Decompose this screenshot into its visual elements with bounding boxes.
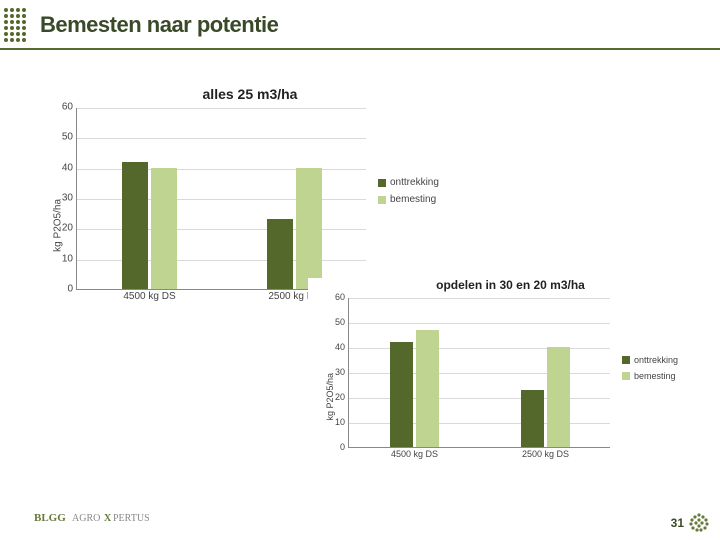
chart-alles: alles 25 m3/ha 01020304050604500 kg DS25… [30,86,470,308]
gridline [77,260,366,261]
bar-bemesting [296,168,322,289]
gridline [77,199,366,200]
svg-text:PERTUS: PERTUS [113,513,150,524]
svg-text:BLGG: BLGG [34,512,66,524]
gridline [77,169,366,170]
chart-alles-plot: 01020304050604500 kg DS2500 kg DS [76,108,366,290]
gridline [77,229,366,230]
ytick-label: 0 [340,442,349,452]
legend-label: onttrekking [634,355,678,365]
legend-item: onttrekking [622,355,678,365]
chart-opdelen-title: opdelen in 30 en 20 m3/ha [308,278,713,292]
ytick-label: 10 [62,253,77,264]
ytick-label: 60 [62,102,77,113]
chart-opdelen: opdelen in 30 en 20 m3/ha 01020304050604… [308,278,713,468]
gridline [77,108,366,109]
legend-swatch [378,196,386,204]
legend-item: onttrekking [378,177,439,188]
svg-text:X: X [104,513,112,524]
legend-label: bemesting [634,371,676,381]
chart-opdelen-plot: 01020304050604500 kg DS2500 kg DS [348,298,610,448]
xtick-label: 2500 kg DS [522,447,569,459]
chart-alles-ylabel: kg P2O5/ha [53,199,64,252]
bar-onttrekking [390,342,414,447]
legend-item: bemesting [622,371,678,381]
gridline [349,298,610,299]
ytick-label: 30 [62,193,77,204]
xtick-label: 4500 kg DS [123,289,175,302]
legend-label: bemesting [390,194,436,205]
ytick-label: 40 [335,342,349,352]
bar-onttrekking [122,162,148,289]
gridline [349,348,610,349]
gridline [349,323,610,324]
legend-item: bemesting [378,194,439,205]
gridline [77,138,366,139]
ytick-label: 50 [335,317,349,327]
gridline [349,398,610,399]
chart-alles-legend: onttrekking bemesting [378,177,439,205]
bar-onttrekking [521,390,545,448]
ytick-label: 10 [335,417,349,427]
bar-bemesting [416,330,440,448]
legend-swatch [622,372,630,380]
bar-onttrekking [267,219,293,289]
legend-swatch [378,179,386,187]
brand-logo: BLGG AGRO X PERTUS [34,509,184,530]
header-dots-icon [0,0,32,50]
ytick-label: 60 [335,292,349,302]
slide-title: Bemesten naar potentie [40,12,278,38]
ytick-label: 30 [335,367,349,377]
header-rule [0,48,720,50]
legend-label: onttrekking [390,177,439,188]
footer-dots-icon [688,512,710,534]
legend-swatch [622,356,630,364]
ytick-label: 20 [62,223,77,234]
chart-alles-title: alles 25 m3/ha [30,86,470,102]
ytick-label: 50 [62,132,77,143]
ytick-label: 0 [67,284,77,295]
chart-opdelen-ylabel: kg P2O5/ha [325,373,335,421]
bar-bemesting [547,347,571,447]
slide-number: 31 [671,516,684,530]
bar-bemesting [151,168,177,289]
slide-header: Bemesten naar potentie [0,0,720,50]
chart-opdelen-legend: onttrekking bemesting [622,355,678,381]
ytick-label: 20 [335,392,349,402]
ytick-label: 40 [62,162,77,173]
svg-text:AGRO: AGRO [72,513,100,524]
gridline [349,373,610,374]
xtick-label: 4500 kg DS [391,447,438,459]
gridline [349,423,610,424]
